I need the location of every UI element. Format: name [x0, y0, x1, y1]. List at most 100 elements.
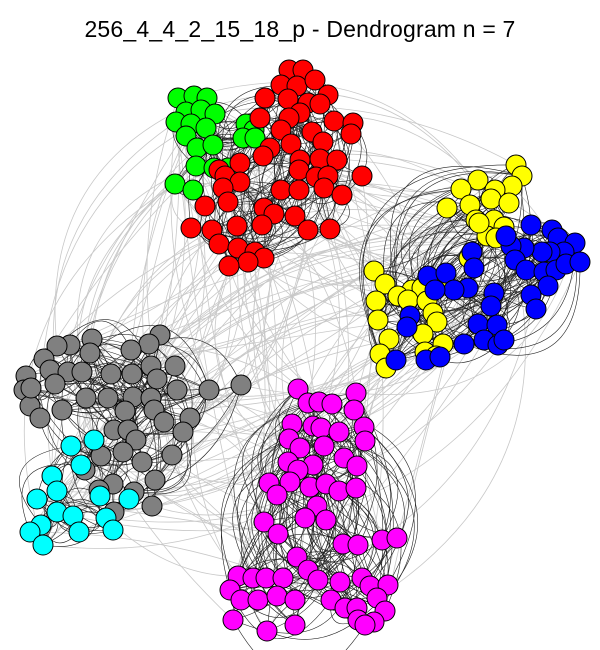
intra-edge — [89, 352, 191, 419]
inter-edge — [373, 257, 470, 623]
cyan-node — [26, 488, 48, 510]
gray-node — [46, 335, 68, 357]
blue-node — [429, 346, 451, 368]
red-node — [254, 87, 276, 109]
yellow-node — [467, 169, 489, 191]
yellow-node — [436, 197, 458, 219]
magenta-node — [266, 484, 288, 506]
gray-node — [164, 355, 186, 377]
magenta-node — [321, 393, 343, 415]
blue-node — [515, 259, 537, 281]
red-node — [226, 215, 248, 237]
magenta-node — [284, 614, 306, 636]
magenta-node — [266, 585, 288, 607]
intra-edge — [133, 431, 191, 495]
gray-node — [120, 339, 142, 361]
blue-node — [493, 329, 515, 351]
intra-edge — [263, 158, 321, 259]
blue-node — [424, 279, 446, 301]
intra-edge — [394, 170, 523, 297]
gray-node — [144, 469, 166, 491]
magenta-node — [272, 567, 294, 589]
intra-edge — [69, 320, 132, 351]
yellow-node — [367, 309, 389, 331]
inter-edge — [93, 439, 363, 579]
cyan-node — [83, 429, 105, 451]
red-node — [217, 191, 239, 213]
magenta-node — [256, 620, 278, 642]
red-node — [249, 107, 271, 129]
red-node — [270, 179, 292, 201]
graph-nodes — [13, 59, 591, 642]
yellow-node — [374, 273, 396, 295]
cyan-node — [46, 480, 68, 502]
intra-edge — [19, 445, 72, 526]
blue-node — [443, 279, 465, 301]
blue-node — [531, 241, 553, 263]
gray-node — [166, 379, 188, 401]
yellow-node — [498, 192, 520, 214]
green-node — [202, 134, 224, 156]
gray-node — [75, 387, 97, 409]
inter-edge — [157, 137, 256, 577]
intra-edge — [232, 619, 366, 650]
inter-edge — [376, 245, 526, 599]
inter-edge — [72, 261, 581, 532]
blue-node — [435, 262, 457, 284]
magenta-node — [343, 399, 365, 421]
inter-edge — [67, 158, 321, 373]
magenta-node — [253, 511, 275, 533]
gray-node — [112, 441, 134, 463]
gray-node — [44, 373, 66, 395]
magenta-node — [313, 435, 335, 457]
intra-edge — [361, 426, 409, 579]
intra-edge — [291, 423, 389, 586]
magenta-node — [354, 430, 376, 452]
gray-node — [121, 363, 143, 385]
intra-edge — [62, 445, 114, 531]
cyan-node — [68, 521, 90, 543]
red-node — [288, 179, 310, 201]
blue-node — [520, 214, 542, 236]
magenta-node — [307, 569, 329, 591]
red-node — [351, 165, 373, 187]
intra-edge — [227, 117, 282, 203]
inter-edge — [222, 150, 462, 190]
magenta-node — [279, 471, 301, 493]
red-node — [194, 195, 216, 217]
intra-edge — [417, 202, 510, 335]
red-node — [180, 217, 202, 239]
gray-node — [153, 411, 175, 433]
green-node — [244, 127, 266, 149]
red-node — [309, 93, 331, 115]
inter-edge — [51, 147, 198, 477]
blue-node — [396, 316, 418, 338]
intra-edge — [323, 445, 399, 541]
magenta-node — [267, 523, 289, 545]
inter-edge — [307, 269, 527, 571]
red-node — [280, 133, 302, 155]
inter-edge — [128, 498, 234, 621]
intra-edge — [81, 362, 152, 399]
intra-edge — [266, 619, 359, 640]
inter-edge — [56, 230, 559, 513]
intra-edge — [61, 397, 152, 419]
intra-edge — [242, 401, 320, 535]
red-node — [284, 205, 306, 227]
gray-node — [51, 399, 73, 421]
gray-node — [146, 368, 168, 390]
inter-edge — [23, 183, 176, 546]
blue-node — [453, 333, 475, 355]
magenta-node — [328, 421, 350, 443]
red-node — [297, 219, 319, 241]
gray-node — [29, 407, 51, 429]
yellow-node — [468, 212, 490, 234]
yellow-node — [426, 311, 448, 333]
red-node — [304, 69, 326, 91]
magenta-node — [346, 455, 368, 477]
blue-node — [385, 349, 407, 371]
inter-edge — [25, 344, 299, 390]
cyan-node — [102, 519, 124, 541]
red-node — [218, 255, 240, 277]
